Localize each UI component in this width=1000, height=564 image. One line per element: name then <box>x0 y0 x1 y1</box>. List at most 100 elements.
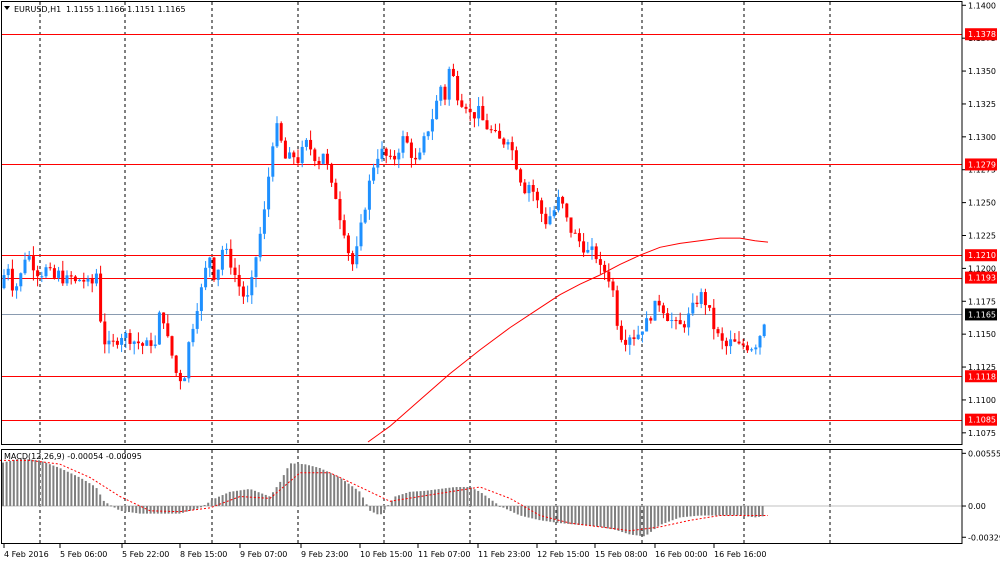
candle-body <box>640 331 644 335</box>
candle-body <box>208 257 212 268</box>
candle-body <box>141 343 145 346</box>
macd-histogram-bar <box>430 490 433 507</box>
macd-header: MACD(12,26,9) -0.00054 -0.00095 <box>4 452 142 461</box>
candle-body <box>405 136 409 143</box>
macd-histogram-bar <box>315 467 318 507</box>
symbol-label: EURUSD,H1 <box>14 5 61 14</box>
candle-body <box>57 270 61 278</box>
macd-histogram-bar <box>682 506 685 518</box>
candle-body <box>493 130 497 132</box>
macd-histogram-bar <box>167 506 170 514</box>
dropdown-arrow-icon[interactable] <box>4 6 10 10</box>
macd-histogram-bar <box>462 487 465 507</box>
level-price-tag-bg <box>965 28 997 41</box>
candle-body <box>414 157 418 160</box>
macd-histogram-bar <box>124 506 127 512</box>
candle-body <box>69 275 73 277</box>
candle-body <box>460 100 464 107</box>
candle-body <box>682 324 686 328</box>
macd-histogram-bar <box>300 464 303 507</box>
x-tick-label: 9 Feb 23:00 <box>301 550 348 559</box>
macd-histogram-bar <box>236 490 238 507</box>
macd-histogram-bar <box>606 506 609 529</box>
macd-histogram-bar <box>678 506 681 518</box>
candle-body <box>44 267 48 277</box>
candle-body <box>729 339 733 347</box>
macd-histogram-bar <box>754 506 757 518</box>
candle-body <box>187 342 191 379</box>
candle-body <box>107 340 111 345</box>
macd-histogram-bar <box>531 506 534 519</box>
candle-body <box>99 273 103 322</box>
candle-body <box>6 268 10 276</box>
macd-histogram-bar <box>38 460 40 507</box>
macd-histogram-bar <box>369 506 372 511</box>
macd-histogram-bar <box>761 506 764 517</box>
y-tick-label: 1.1300 <box>968 133 996 142</box>
candle-body <box>691 302 695 314</box>
macd-histogram-bar <box>725 506 728 516</box>
y-tick-label: 1.1175 <box>968 297 996 306</box>
support-resistance-levels <box>2 34 962 421</box>
macd-histogram-bar <box>509 506 512 512</box>
macd-histogram-bar <box>156 506 159 514</box>
macd-histogram-bar <box>426 490 429 507</box>
candle-body <box>527 185 531 194</box>
macd-histogram-bar <box>293 463 296 507</box>
x-tick-label: 5 Feb 06:00 <box>60 550 107 559</box>
candle-body <box>342 220 346 236</box>
macd-histogram-bar <box>614 506 616 530</box>
level-price-tag: 1.1279 <box>968 160 996 169</box>
candle-body <box>275 123 279 147</box>
macd-histogram-bar <box>624 506 627 534</box>
macd-histogram-bar <box>41 461 44 507</box>
macd-histogram-bar <box>63 470 66 507</box>
candle-body <box>233 267 237 275</box>
macd-histogram-bar <box>524 506 526 517</box>
candle-body <box>111 340 115 342</box>
macd-histogram-bar <box>275 487 278 507</box>
candle-body <box>157 312 161 345</box>
candle-body <box>418 152 422 160</box>
candle-body <box>292 152 296 158</box>
macd-histogram-bar <box>574 506 577 525</box>
candle-body <box>615 290 619 326</box>
macd-histogram-bar <box>660 506 663 525</box>
y-tick-label: 1.1125 <box>968 363 996 372</box>
macd-histogram-bar <box>383 506 386 510</box>
macd-histogram-bar <box>189 506 192 511</box>
macd-histogram-bar <box>12 460 15 507</box>
level-price-tag: 1.1085 <box>968 416 996 425</box>
macd-histogram-bar <box>128 506 130 513</box>
candle-body <box>443 86 447 100</box>
macd-histogram-bar <box>459 487 462 507</box>
candle-body <box>514 150 518 170</box>
macd-histogram-bar <box>250 489 253 507</box>
x-tick-label: 8 Feb 15:00 <box>180 550 227 559</box>
macd-histogram-bar <box>34 460 37 507</box>
candle-body <box>724 340 728 347</box>
candle-body <box>199 287 203 312</box>
macd-histogram-bar <box>279 481 282 507</box>
macd-histogram-bar <box>423 490 426 507</box>
candle-body <box>666 313 670 322</box>
macd-histogram-bar <box>221 495 224 507</box>
candle-body <box>321 153 325 164</box>
candle-body <box>300 146 304 164</box>
candle-body <box>720 333 724 341</box>
macd-histogram-bar <box>117 506 120 510</box>
candle-body <box>351 253 355 265</box>
macd-histogram-bar <box>297 463 300 507</box>
level-price-tag-bg <box>965 271 997 284</box>
candle-body <box>48 267 52 269</box>
candle-body <box>468 108 472 113</box>
candle-body <box>94 273 98 284</box>
macd-histogram-bar <box>74 475 76 507</box>
macd-histogram-bar <box>120 506 123 512</box>
macd-histogram-bar <box>142 506 145 514</box>
candle-body <box>502 138 506 145</box>
macd-histogram-bar <box>603 506 606 528</box>
candle-body <box>103 321 107 345</box>
x-tick-label: 10 Feb 15:00 <box>360 550 412 559</box>
